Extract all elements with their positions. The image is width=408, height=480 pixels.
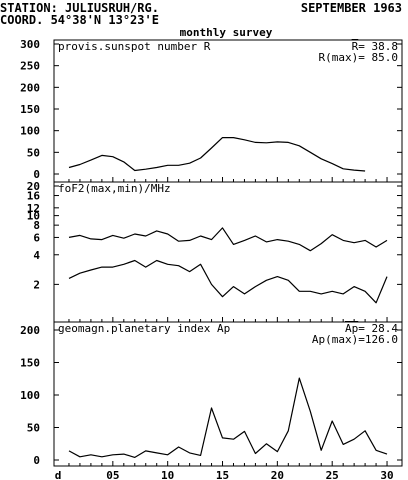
- y-tick-label: 16: [27, 190, 41, 203]
- stat-line: Ap(max)=126.0: [312, 333, 398, 346]
- y-tick-label: 100: [20, 125, 40, 138]
- x-axis: d 05 10 15 20 25 30: [55, 469, 394, 480]
- panel-1: 0 50 100 150 200 250 300 provis.sunspot number …: [20, 38, 403, 183]
- y-tick-label: 250: [20, 60, 40, 73]
- month-label: SEPTEMBER 1963: [301, 1, 402, 15]
- y-tick-label: 0: [33, 454, 40, 467]
- x-tick-label: d: [55, 469, 62, 480]
- panel-frame: [53, 181, 403, 323]
- stat-value: = 28.4: [358, 322, 398, 335]
- x-tick-label: 25: [326, 469, 339, 480]
- series-line-1: [68, 137, 366, 172]
- stat-value: =126.0: [358, 333, 398, 346]
- panel-3: 0 50 100 150 200 geomagn.planetary index Ap Ap…: [20, 321, 403, 467]
- coord-label: COORD. 54°38'N 13°23'E: [0, 13, 159, 27]
- y-tick-label: 2: [33, 278, 40, 291]
- x-tick-label: 20: [271, 469, 284, 480]
- x-tick-label: 30: [380, 469, 393, 480]
- stat-label: Ap: [345, 322, 358, 335]
- y-tick-label: 20: [27, 180, 40, 193]
- series-line-2: [68, 259, 388, 304]
- y-tick-label: 6: [33, 231, 40, 244]
- y-tick-label: 100: [20, 389, 40, 402]
- stat-value: = 38.8: [358, 40, 398, 53]
- y-tick-label: 50: [27, 422, 40, 435]
- x-tick-label: 10: [161, 469, 174, 480]
- x-tick-label: 05: [106, 469, 119, 480]
- panel-title: foF2(max,min)/MHz: [58, 182, 171, 195]
- stat-line: R= 38.8: [352, 40, 398, 53]
- y-tick-label: 4: [33, 249, 40, 262]
- series-line-1: [68, 227, 388, 252]
- y-tick-label: 12: [27, 202, 40, 215]
- y-tick-label: 0: [33, 168, 40, 181]
- stat-label: Ap(max): [312, 333, 358, 346]
- survey-label: monthly survey: [180, 26, 273, 39]
- y-tick-label: 50: [27, 146, 40, 159]
- y-tick-label: 8: [33, 219, 40, 232]
- stat-label: R(max): [319, 51, 359, 64]
- series-line-1: [68, 377, 388, 458]
- y-tick-label: 150: [20, 103, 40, 116]
- stat-line: R(max)= 85.0: [319, 51, 399, 64]
- y-tick-label: 300: [20, 38, 40, 51]
- y-tick-label: 200: [20, 324, 40, 337]
- y-tick-label: 10: [27, 210, 40, 223]
- stat-value: = 85.0: [358, 51, 398, 64]
- panel-title: geomagn.planetary index Ap: [58, 322, 230, 335]
- y-tick-label: 150: [20, 357, 40, 370]
- x-tick-label: 15: [216, 469, 229, 480]
- stat-line: Ap= 28.4: [345, 322, 398, 335]
- stat-label: R: [352, 40, 359, 53]
- panel-title: provis.sunspot number R: [58, 40, 211, 53]
- y-tick-label: 200: [20, 81, 40, 94]
- station-label: STATION: JULIUSRUH/RG.: [0, 1, 159, 15]
- panel-frame: [53, 321, 403, 467]
